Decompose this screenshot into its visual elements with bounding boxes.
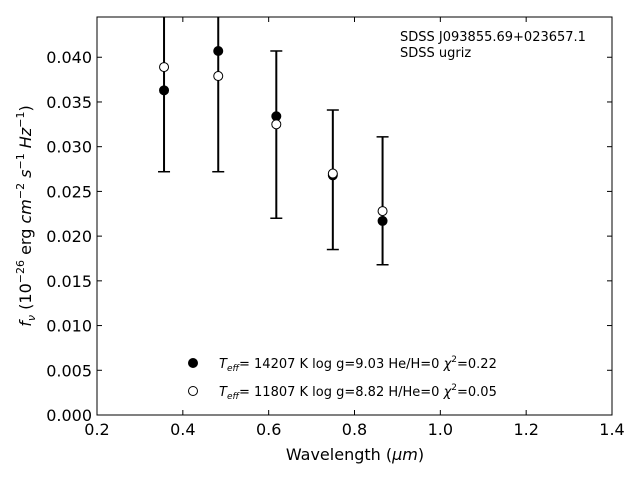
legend-open-chi: χ xyxy=(443,385,453,400)
x-tick-label: 0.6 xyxy=(256,420,281,439)
x-axis: 0.2 0.4 0.6 0.8 1.0 1.2 1.4 xyxy=(84,17,625,439)
x-axis-label-unit: μm xyxy=(391,445,418,464)
x-axis-label-suffix: ) xyxy=(418,445,424,464)
legend-filled-val: =0.22 xyxy=(457,357,497,372)
legend-entry-filled: Teff= 14207 K log g=9.03 He/H=0 χ2=0.22 xyxy=(219,355,497,374)
y-label-cm: cm xyxy=(16,199,35,223)
y-tick-label: 0.005 xyxy=(46,361,92,380)
y-label-exp1: −26 xyxy=(14,260,27,283)
legend-open-sup: 2 xyxy=(451,383,457,393)
legend: Teff= 14207 K log g=9.03 He/H=0 χ2=0.22 … xyxy=(188,355,497,402)
y-tick-label: 0.000 xyxy=(46,406,92,425)
y-label-erg: erg xyxy=(16,224,35,260)
y-label-exp4: −1 xyxy=(14,112,27,128)
legend-filled-sup: 2 xyxy=(451,355,457,365)
legend-filled-sub: eff xyxy=(227,364,241,374)
y-label-f: f xyxy=(16,319,35,327)
x-tick-label: 0.2 xyxy=(84,420,109,439)
x-axis-label: Wavelength (μm) xyxy=(286,445,424,464)
data-point-filled xyxy=(377,215,388,226)
annotation-object-name: SDSS J093855.69+023657.1 xyxy=(400,30,586,45)
x-tick-label: 1.0 xyxy=(428,420,453,439)
y-tick-label: 0.035 xyxy=(46,93,92,112)
y-label-hz: Hz xyxy=(16,127,35,153)
data-point-open xyxy=(327,168,338,179)
y-tick-label: 0.030 xyxy=(46,138,92,157)
data-point-open xyxy=(159,62,170,73)
y-tick-label: 0.025 xyxy=(46,182,92,201)
x-tick-label: 1.2 xyxy=(513,420,538,439)
y-tick-label: 0.015 xyxy=(46,272,92,291)
data-point-filled xyxy=(213,45,224,56)
y-axis: 0.000 0.005 0.010 0.015 0.020 0.025 0.030 0.035… xyxy=(46,48,612,425)
y-label-s: s xyxy=(16,170,35,183)
legend-marker-filled xyxy=(188,358,198,368)
x-tick-label: 0.8 xyxy=(342,420,367,439)
annotation-survey-name: SDSS ugriz xyxy=(400,46,471,61)
data-point-open xyxy=(271,119,282,130)
legend-entry-open: Teff= 11807 K log g=8.82 H/He=0 χ2=0.05 xyxy=(219,383,497,402)
legend-marker-open xyxy=(188,386,198,396)
y-axis-label: fν (10−26 erg cm−2 s−1 Hz−1) xyxy=(14,105,38,326)
y-label-open: (10 xyxy=(16,283,35,315)
legend-open-t: T xyxy=(219,385,228,400)
legend-filled-rest: = 14207 K log g=9.03 He/H=0 xyxy=(239,357,444,372)
data-point-open xyxy=(213,71,224,82)
y-label-exp3: −1 xyxy=(14,153,27,169)
legend-open-sub: eff xyxy=(227,392,241,402)
y-label-exp2: −2 xyxy=(14,183,27,199)
x-tick-label: 0.4 xyxy=(170,420,195,439)
x-tick-label: 1.4 xyxy=(599,420,624,439)
data-point-open xyxy=(377,206,388,217)
y-tick-label: 0.040 xyxy=(46,48,92,67)
legend-filled-t: T xyxy=(219,357,228,372)
data-point-filled xyxy=(159,85,170,96)
y-label-close: ) xyxy=(16,105,35,111)
y-tick-label: 0.010 xyxy=(46,317,92,336)
y-tick-label: 0.020 xyxy=(46,227,92,246)
plot-area xyxy=(158,17,389,266)
y-label-nu: ν xyxy=(25,315,38,321)
x-axis-label-text: Wavelength ( xyxy=(286,445,392,464)
legend-open-rest: = 11807 K log g=8.82 H/He=0 xyxy=(239,385,444,400)
legend-filled-chi: χ xyxy=(443,357,453,372)
legend-open-val: =0.05 xyxy=(457,385,497,400)
